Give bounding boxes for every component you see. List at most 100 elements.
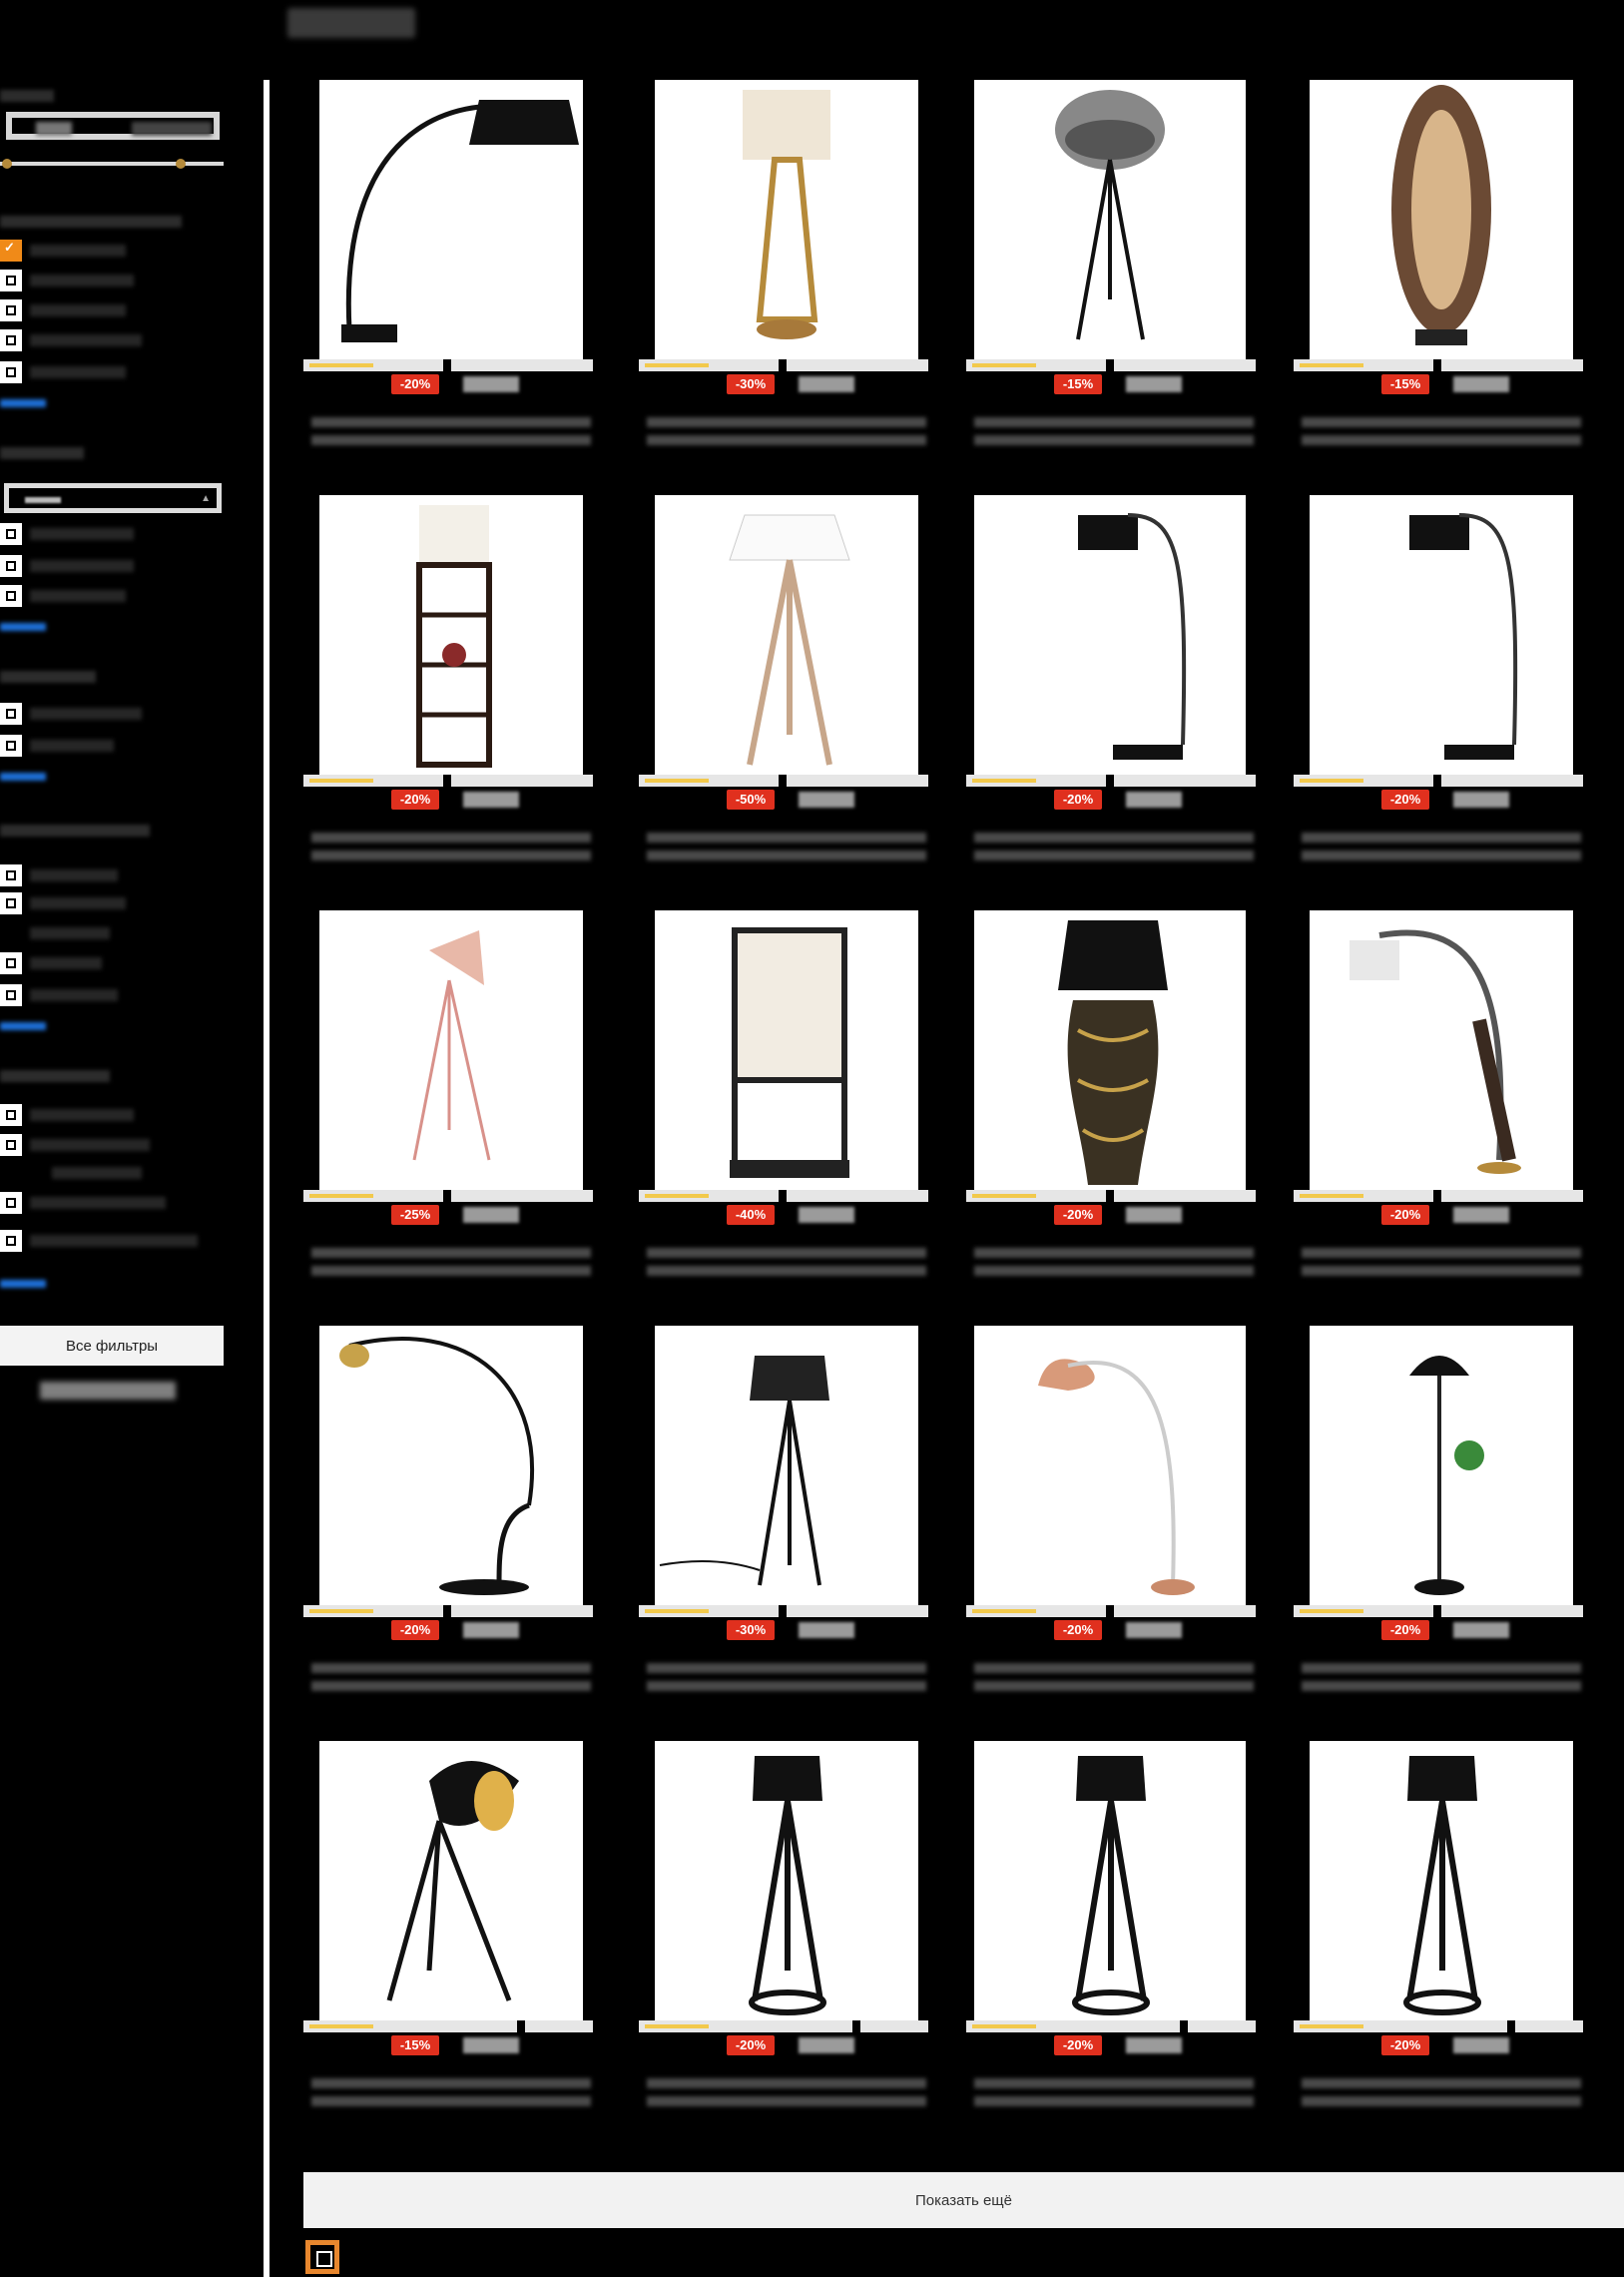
product-card[interactable]: -20% <box>303 80 593 459</box>
price-slider-min-handle[interactable] <box>2 159 12 169</box>
product-image[interactable] <box>1310 910 1573 1190</box>
show-more-button[interactable]: Показать ещё <box>303 2172 1624 2228</box>
filter-checkbox[interactable] <box>0 1192 22 1214</box>
product-title[interactable] <box>1302 1663 1581 1673</box>
price-slider[interactable] <box>0 159 224 169</box>
show-more-link[interactable] <box>0 1022 46 1030</box>
product-image[interactable] <box>319 910 583 1190</box>
filter-checkbox[interactable] <box>0 1134 22 1156</box>
product-title[interactable] <box>311 833 591 843</box>
show-more-link[interactable] <box>0 399 46 407</box>
product-image[interactable] <box>655 1326 918 1605</box>
product-title[interactable] <box>647 2078 926 2088</box>
product-title[interactable] <box>647 1266 926 1276</box>
product-title[interactable] <box>1302 1266 1581 1276</box>
show-more-link[interactable] <box>0 623 46 631</box>
filter-checkbox[interactable] <box>0 864 22 886</box>
filter-checkbox[interactable] <box>0 1230 22 1252</box>
filter-checkbox[interactable] <box>0 523 22 545</box>
product-title[interactable] <box>311 2096 591 2106</box>
filter-checkbox[interactable] <box>0 361 22 383</box>
product-title[interactable] <box>974 2078 1254 2088</box>
filter-checkbox[interactable] <box>0 555 22 577</box>
product-title[interactable] <box>1302 2096 1581 2106</box>
product-card[interactable]: -20% <box>966 1326 1256 1705</box>
filter-checkbox[interactable] <box>0 952 22 974</box>
price-range-inputs[interactable] <box>6 112 220 140</box>
show-more-link[interactable] <box>0 1280 46 1288</box>
filter-checkbox[interactable] <box>0 270 22 291</box>
product-card[interactable]: -50% <box>639 495 928 874</box>
product-card[interactable]: -15% <box>966 80 1256 459</box>
product-title[interactable] <box>647 435 926 445</box>
product-card[interactable]: -20% <box>966 495 1256 874</box>
product-title[interactable] <box>647 851 926 860</box>
product-image[interactable] <box>1310 1741 1573 2020</box>
product-image[interactable] <box>655 80 918 359</box>
product-title[interactable] <box>1302 2078 1581 2088</box>
product-card[interactable]: -25% <box>303 910 593 1290</box>
filter-checkbox[interactable] <box>0 299 22 321</box>
filter-checkbox[interactable] <box>0 892 22 914</box>
product-image[interactable] <box>319 80 583 359</box>
product-image[interactable] <box>974 910 1246 1190</box>
product-title[interactable] <box>974 2096 1254 2106</box>
filter-checkbox[interactable] <box>0 240 22 262</box>
product-title[interactable] <box>311 1681 591 1691</box>
product-title[interactable] <box>1302 1681 1581 1691</box>
product-image[interactable] <box>974 80 1246 359</box>
product-card[interactable]: -15% <box>303 1741 593 2120</box>
product-title[interactable] <box>311 2078 591 2088</box>
product-title[interactable] <box>974 851 1254 860</box>
filter-checkbox[interactable] <box>0 703 22 725</box>
product-title[interactable] <box>647 1248 926 1258</box>
product-card[interactable]: -20% <box>1294 495 1583 874</box>
product-image[interactable] <box>319 1741 583 2020</box>
product-card[interactable]: -20% <box>639 1741 928 2120</box>
product-image[interactable] <box>655 495 918 775</box>
product-title[interactable] <box>311 1248 591 1258</box>
product-title[interactable] <box>311 851 591 860</box>
product-image[interactable] <box>1310 1326 1573 1605</box>
product-image[interactable] <box>319 1326 583 1605</box>
product-title[interactable] <box>311 417 591 427</box>
product-title[interactable] <box>311 1266 591 1276</box>
product-card[interactable]: -20% <box>303 1326 593 1705</box>
reset-filters-link[interactable] <box>40 1382 176 1400</box>
chat-widget-icon[interactable] <box>305 2240 339 2274</box>
product-image[interactable] <box>974 1326 1246 1605</box>
product-card[interactable]: -40% <box>639 910 928 1290</box>
product-title[interactable] <box>311 435 591 445</box>
product-title[interactable] <box>1302 833 1581 843</box>
filter-checkbox[interactable] <box>0 984 22 1006</box>
product-card[interactable]: -30% <box>639 80 928 459</box>
product-title[interactable] <box>647 2096 926 2106</box>
product-title[interactable] <box>1302 435 1581 445</box>
product-title[interactable] <box>1302 1248 1581 1258</box>
product-image[interactable] <box>1310 80 1573 359</box>
filter-select[interactable]: ▲ <box>4 483 222 513</box>
product-title[interactable] <box>974 1681 1254 1691</box>
product-image[interactable] <box>655 1741 918 2020</box>
filter-checkbox[interactable] <box>0 1104 22 1126</box>
all-filters-button[interactable]: Все фильтры <box>0 1326 224 1366</box>
product-card[interactable]: -15% <box>1294 80 1583 459</box>
product-title[interactable] <box>974 417 1254 427</box>
product-title[interactable] <box>647 1681 926 1691</box>
product-card[interactable]: -20% <box>303 495 593 874</box>
filter-checkbox[interactable] <box>0 735 22 757</box>
product-title[interactable] <box>647 833 926 843</box>
product-card[interactable]: -20% <box>966 1741 1256 2120</box>
product-title[interactable] <box>647 1663 926 1673</box>
product-title[interactable] <box>1302 417 1581 427</box>
product-image[interactable] <box>319 495 583 775</box>
product-card[interactable]: -30% <box>639 1326 928 1705</box>
product-card[interactable]: -20% <box>966 910 1256 1290</box>
product-title[interactable] <box>1302 851 1581 860</box>
product-card[interactable]: -20% <box>1294 1741 1583 2120</box>
product-title[interactable] <box>974 1248 1254 1258</box>
product-image[interactable] <box>974 1741 1246 2020</box>
filter-checkbox[interactable] <box>0 329 22 351</box>
product-title[interactable] <box>974 1663 1254 1673</box>
filter-checkbox[interactable] <box>0 585 22 607</box>
